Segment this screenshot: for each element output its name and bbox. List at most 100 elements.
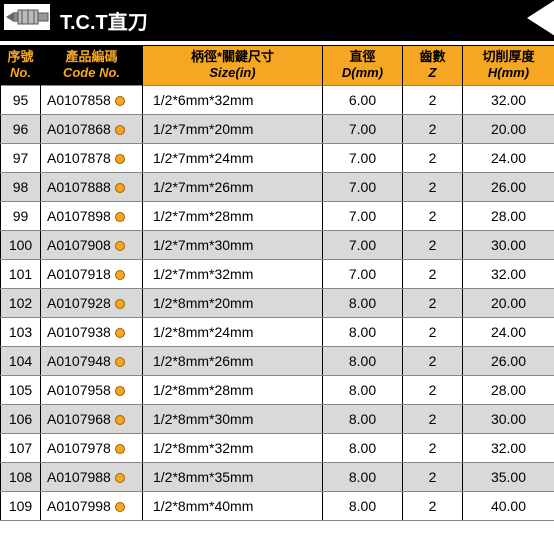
- code-text: A0107988: [47, 469, 111, 485]
- cell-d: 7.00: [323, 259, 403, 288]
- table-row: 100A01079081/2*7mm*30mm7.00230.00: [1, 230, 554, 259]
- cell-z: 2: [403, 201, 463, 230]
- table-row: 98A01078881/2*7mm*26mm7.00226.00: [1, 172, 554, 201]
- cell-h: 32.00: [463, 433, 554, 462]
- bullet-icon: [115, 212, 125, 222]
- cell-size: 1/2*7mm*28mm: [143, 201, 323, 230]
- page-title: T.C.T直刀: [60, 12, 148, 34]
- cell-d: 8.00: [323, 288, 403, 317]
- cell-code: A0107958: [41, 375, 143, 404]
- col-header-size: 柄徑*關鍵尺寸Size(in): [143, 46, 323, 86]
- drill-bit-icon: [4, 4, 50, 30]
- cell-d: 6.00: [323, 85, 403, 114]
- cell-size: 1/2*7mm*32mm: [143, 259, 323, 288]
- cell-z: 2: [403, 491, 463, 520]
- col-header-cn: 柄徑*關鍵尺寸: [145, 49, 320, 65]
- col-header-en: Size(in): [145, 65, 320, 81]
- cell-h: 20.00: [463, 288, 554, 317]
- bullet-icon: [115, 183, 125, 193]
- cell-size: 1/2*7mm*20mm: [143, 114, 323, 143]
- cell-code: A0107998: [41, 491, 143, 520]
- cell-code: A0107888: [41, 172, 143, 201]
- cell-code: A0107948: [41, 346, 143, 375]
- cell-z: 2: [403, 462, 463, 491]
- table-row: 96A01078681/2*7mm*20mm7.00220.00: [1, 114, 554, 143]
- cell-code: A0107868: [41, 114, 143, 143]
- cell-d: 8.00: [323, 346, 403, 375]
- table-body: 95A01078581/2*6mm*32mm6.00232.0096A01078…: [1, 85, 554, 520]
- cell-code: A0107988: [41, 462, 143, 491]
- cell-code: A0107908: [41, 230, 143, 259]
- bullet-icon: [115, 444, 125, 454]
- bullet-icon: [115, 386, 125, 396]
- col-header-cn: 直徑: [325, 49, 400, 65]
- cell-size: 1/2*8mm*40mm: [143, 491, 323, 520]
- bullet-icon: [115, 357, 125, 367]
- table-row: 105A01079581/2*8mm*28mm8.00228.00: [1, 375, 554, 404]
- cell-size: 1/2*8mm*30mm: [143, 404, 323, 433]
- code-text: A0107898: [47, 208, 111, 224]
- bullet-icon: [115, 502, 125, 512]
- cell-d: 8.00: [323, 491, 403, 520]
- cell-code: A0107898: [41, 201, 143, 230]
- cell-size: 1/2*7mm*26mm: [143, 172, 323, 201]
- cell-h: 24.00: [463, 143, 554, 172]
- cell-z: 2: [403, 114, 463, 143]
- cell-code: A0107968: [41, 404, 143, 433]
- cell-d: 8.00: [323, 375, 403, 404]
- cell-no: 101: [1, 259, 41, 288]
- cell-no: 106: [1, 404, 41, 433]
- cell-code: A0107858: [41, 85, 143, 114]
- code-text: A0107878: [47, 150, 111, 166]
- cell-size: 1/2*7mm*30mm: [143, 230, 323, 259]
- spec-table: 序號No.產品編碼Code No.柄徑*關鍵尺寸Size(in)直徑D(mm)齒…: [0, 45, 554, 521]
- cell-no: 95: [1, 85, 41, 114]
- cell-z: 2: [403, 143, 463, 172]
- cell-d: 7.00: [323, 114, 403, 143]
- cell-h: 32.00: [463, 259, 554, 288]
- col-header-z: 齒數Z: [403, 46, 463, 86]
- cell-no: 105: [1, 375, 41, 404]
- cell-no: 96: [1, 114, 41, 143]
- table-row: 99A01078981/2*7mm*28mm7.00228.00: [1, 201, 554, 230]
- code-text: A0107938: [47, 324, 111, 340]
- cell-z: 2: [403, 259, 463, 288]
- code-text: A0107888: [47, 179, 111, 195]
- cell-z: 2: [403, 404, 463, 433]
- page-header: T.C.T直刀: [0, 0, 554, 41]
- cell-h: 32.00: [463, 85, 554, 114]
- code-text: A0107998: [47, 498, 111, 514]
- cell-d: 7.00: [323, 230, 403, 259]
- code-text: A0107958: [47, 382, 111, 398]
- code-text: A0107928: [47, 295, 111, 311]
- cell-d: 7.00: [323, 201, 403, 230]
- cell-h: 28.00: [463, 375, 554, 404]
- table-row: 107A01079781/2*8mm*32mm8.00232.00: [1, 433, 554, 462]
- cell-code: A0107938: [41, 317, 143, 346]
- cell-d: 7.00: [323, 172, 403, 201]
- bullet-icon: [115, 241, 125, 251]
- cell-h: 40.00: [463, 491, 554, 520]
- table-row: 106A01079681/2*8mm*30mm8.00230.00: [1, 404, 554, 433]
- cell-h: 26.00: [463, 172, 554, 201]
- table-row: 104A01079481/2*8mm*26mm8.00226.00: [1, 346, 554, 375]
- col-header-cn: 序號: [3, 49, 38, 65]
- cell-h: 20.00: [463, 114, 554, 143]
- cell-no: 103: [1, 317, 41, 346]
- cell-size: 1/2*7mm*24mm: [143, 143, 323, 172]
- bullet-icon: [115, 415, 125, 425]
- cell-no: 98: [1, 172, 41, 201]
- bullet-icon: [115, 125, 125, 135]
- cell-d: 8.00: [323, 462, 403, 491]
- col-header-cn: 產品編碼: [43, 49, 140, 65]
- cell-code: A0107978: [41, 433, 143, 462]
- cell-size: 1/2*8mm*26mm: [143, 346, 323, 375]
- cell-d: 8.00: [323, 317, 403, 346]
- table-row: 97A01078781/2*7mm*24mm7.00224.00: [1, 143, 554, 172]
- col-header-code: 產品編碼Code No.: [41, 46, 143, 86]
- col-header-en: H(mm): [465, 65, 552, 81]
- table-row: 108A01079881/2*8mm*35mm8.00235.00: [1, 462, 554, 491]
- bullet-icon: [115, 270, 125, 280]
- cell-no: 107: [1, 433, 41, 462]
- code-text: A0107918: [47, 266, 111, 282]
